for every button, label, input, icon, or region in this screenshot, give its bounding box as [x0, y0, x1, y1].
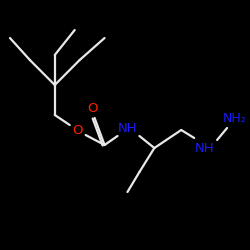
Text: O: O [72, 124, 83, 136]
Text: O: O [87, 102, 98, 116]
Text: NH: NH [194, 142, 214, 154]
Text: NH₂: NH₂ [223, 112, 247, 124]
Text: NH: NH [118, 122, 137, 134]
